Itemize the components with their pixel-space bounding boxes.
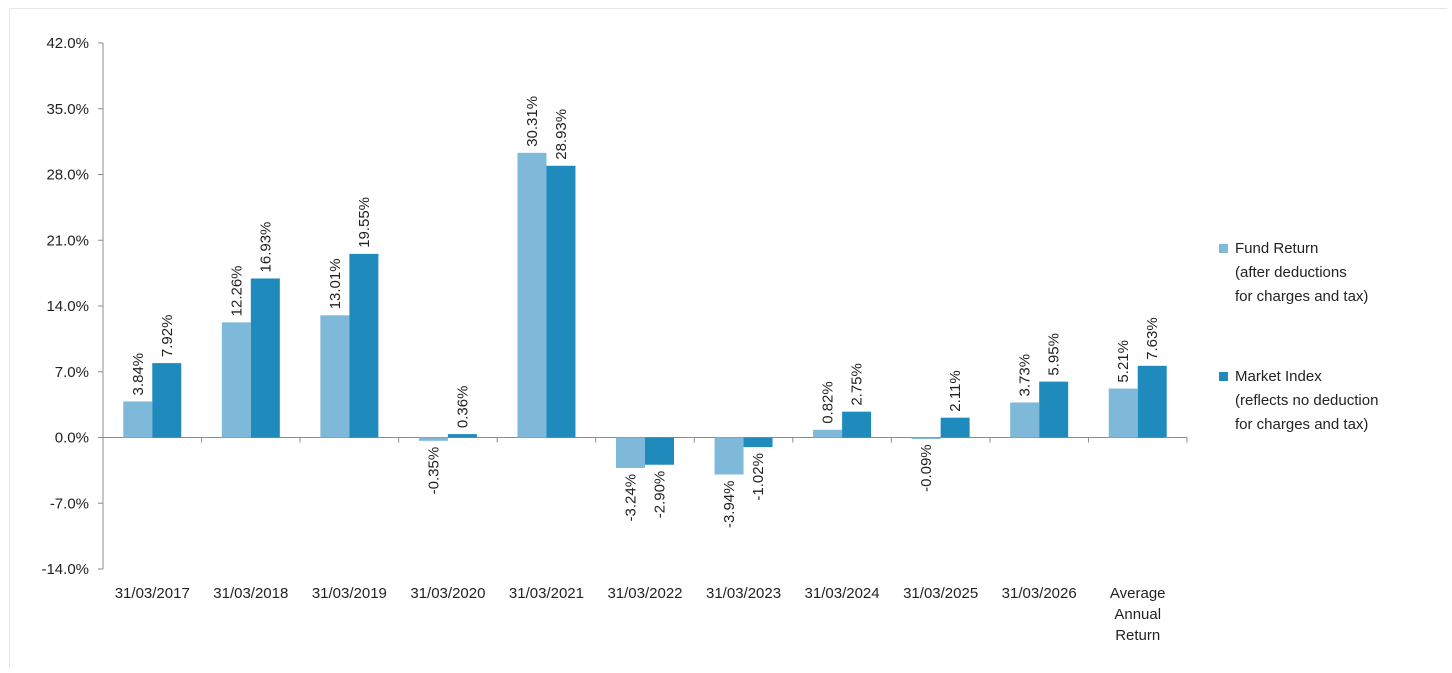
data-label: -3.24% bbox=[623, 474, 640, 522]
legend-swatch bbox=[1219, 244, 1228, 253]
x-tick-label: 31/03/2020 bbox=[410, 585, 485, 602]
bar-series-1 bbox=[123, 401, 153, 438]
legend: Fund Return (after deductions for charges … bbox=[1219, 240, 1378, 433]
data-label: 0.36% bbox=[454, 386, 471, 429]
bar-series-1 bbox=[418, 437, 448, 441]
data-label: 2.75% bbox=[849, 363, 866, 406]
x-axis: 31/03/2017 31/03/2018 31/03/2019 31/03/2020… bbox=[103, 437, 1188, 644]
y-tick-label: 21.0% bbox=[46, 232, 89, 249]
data-label: 2.11% bbox=[947, 370, 964, 411]
x-tick-label: 31/03/2024 bbox=[805, 585, 880, 602]
bar-series-2 bbox=[645, 437, 674, 465]
x-tick-label: 31/03/2017 bbox=[115, 585, 190, 602]
bar-series-2 bbox=[842, 411, 872, 438]
bar-series-1 bbox=[517, 152, 547, 438]
data-label: -0.35% bbox=[425, 447, 442, 495]
y-tick-label: 42.0% bbox=[46, 35, 89, 52]
bar-series-2 bbox=[1137, 365, 1167, 438]
bar-series-1 bbox=[616, 437, 645, 468]
bar-series-2 bbox=[349, 253, 379, 438]
data-label: 19.55% bbox=[356, 197, 373, 248]
bar-series-1 bbox=[320, 315, 350, 438]
bar-series-2 bbox=[1039, 381, 1069, 438]
data-label: 7.92% bbox=[159, 315, 176, 358]
data-label: 30.31% bbox=[524, 96, 541, 147]
chart-frame bbox=[9, 8, 1447, 668]
x-tick-label: 31/03/2026 bbox=[1002, 585, 1077, 602]
data-label: -0.09% bbox=[918, 444, 935, 492]
x-tick-label: 31/03/2018 bbox=[213, 585, 288, 602]
data-label: 5.95% bbox=[1046, 333, 1063, 376]
data-label: 13.01% bbox=[327, 258, 344, 309]
bar-series-2 bbox=[447, 434, 477, 438]
bar-series-1 bbox=[1010, 402, 1040, 438]
y-axis: -14.0% -7.0% 0.0% 7.0% 14.0% 21.0% 28.0% 35.0% 4… bbox=[41, 35, 104, 578]
legend-entry-text: Fund Return bbox=[1235, 240, 1318, 257]
y-tick-label: 35.0% bbox=[46, 101, 89, 118]
legend-entry-text: for charges and tax) bbox=[1235, 416, 1368, 433]
bar-series-2 bbox=[743, 437, 773, 448]
bar-series-1 bbox=[911, 437, 941, 439]
y-tick-label: -14.0% bbox=[41, 561, 89, 578]
data-label: 16.93% bbox=[257, 222, 274, 273]
data-label: 0.82% bbox=[820, 381, 837, 424]
x-tick-label: 31/03/2022 bbox=[607, 585, 682, 602]
data-label: 3.73% bbox=[1017, 354, 1034, 397]
bar-series-1 bbox=[1108, 388, 1138, 438]
bars bbox=[123, 152, 1167, 475]
legend-entry-text: Market Index bbox=[1235, 368, 1322, 385]
y-tick-label: 7.0% bbox=[55, 364, 89, 381]
legend-swatch bbox=[1219, 372, 1228, 381]
legend-entry-text: (after deductions bbox=[1235, 264, 1347, 281]
bar-series-1 bbox=[714, 437, 744, 475]
bar-series-2 bbox=[546, 165, 576, 438]
bar-series-1 bbox=[221, 322, 251, 438]
y-tick-label: 0.0% bbox=[55, 430, 89, 447]
bar-series-2 bbox=[250, 278, 280, 438]
data-label: 12.26% bbox=[228, 265, 245, 316]
y-tick-label: -7.0% bbox=[50, 495, 89, 512]
data-label: 3.84% bbox=[130, 353, 147, 396]
data-label: -1.02% bbox=[750, 453, 767, 501]
data-label: 7.63% bbox=[1144, 317, 1161, 360]
legend-entry-text: (reflects no deduction bbox=[1235, 392, 1378, 409]
data-label: -2.90% bbox=[652, 471, 669, 519]
legend-entry-text: for charges and tax) bbox=[1235, 288, 1368, 305]
data-label: 5.21% bbox=[1115, 340, 1132, 383]
bar-series-1 bbox=[813, 429, 843, 438]
bar-series-2 bbox=[152, 363, 182, 438]
x-tick-label: 31/03/2019 bbox=[312, 585, 387, 602]
y-tick-label: 14.0% bbox=[46, 298, 89, 315]
x-tick-label: 31/03/2021 bbox=[509, 585, 584, 602]
y-tick-label: 28.0% bbox=[46, 167, 89, 184]
x-tick-label: 31/03/2023 bbox=[706, 585, 781, 602]
data-label: 28.93% bbox=[553, 109, 570, 160]
x-tick-label: Average Annual Return bbox=[1110, 585, 1166, 644]
bar-series-2 bbox=[940, 417, 970, 438]
data-label: -3.94% bbox=[721, 481, 738, 529]
x-tick-label: 31/03/2025 bbox=[903, 585, 978, 602]
data-labels: 3.84% 12.26% 13.01% -0.35% 30.31% -3.24% -3.94… bbox=[130, 96, 1161, 528]
